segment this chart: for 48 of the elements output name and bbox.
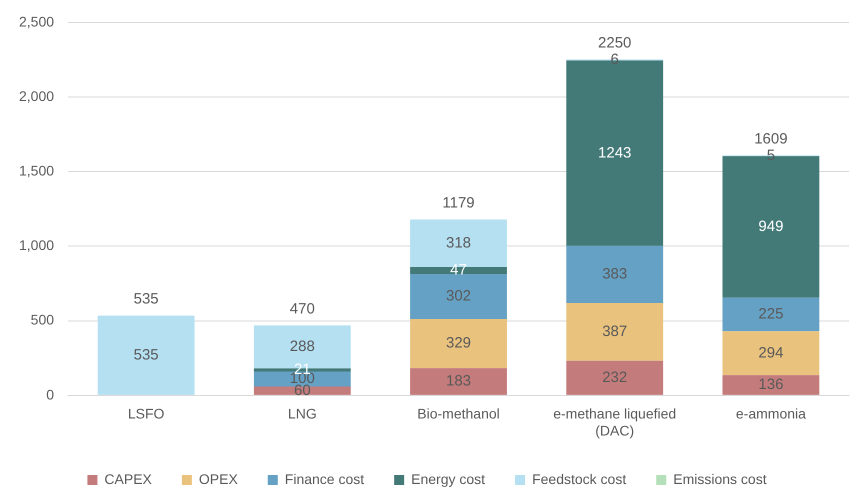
data-label: 183 xyxy=(446,372,472,390)
data-label: 294 xyxy=(758,344,784,362)
data-label: 535 xyxy=(134,346,159,364)
bar xyxy=(566,246,664,304)
legend-label: Emissions cost xyxy=(673,470,767,487)
data-label: 136 xyxy=(758,376,784,394)
x-tick-label: Bio-methanol xyxy=(417,406,500,422)
legend-label: CAPEX xyxy=(104,470,153,487)
bar xyxy=(410,274,507,320)
y-tick-label: 0 xyxy=(46,386,54,402)
bar xyxy=(722,298,820,332)
data-label: 225 xyxy=(758,306,784,323)
y-tick-label: 2,000 xyxy=(18,88,54,104)
data-label: 949 xyxy=(758,218,784,236)
total-label: 1179 xyxy=(442,194,475,212)
bar xyxy=(254,386,351,395)
bar xyxy=(410,368,507,395)
bar xyxy=(566,360,664,395)
x-tick-label: e-methane liquefied (DAC) xyxy=(553,406,676,438)
data-label: 329 xyxy=(446,334,472,352)
data-label: 47 xyxy=(450,262,467,279)
total-label: 2250 xyxy=(598,34,632,52)
data-label: 387 xyxy=(602,323,628,340)
y-tick-label: 500 xyxy=(30,312,54,328)
bar xyxy=(98,316,195,395)
bar xyxy=(566,303,664,361)
data-label: 232 xyxy=(602,368,628,386)
bar xyxy=(410,319,507,368)
total-label: 470 xyxy=(290,300,315,318)
data-label: 318 xyxy=(446,234,472,252)
data-label: 383 xyxy=(602,266,628,283)
y-tick-label: 2,500 xyxy=(18,13,54,30)
legend-label: Energy cost xyxy=(411,470,486,487)
data-label: 1243 xyxy=(598,144,632,162)
legend-label: Feedstock cost xyxy=(532,470,626,487)
data-label: 288 xyxy=(290,338,315,356)
bar xyxy=(722,375,820,395)
y-tick-label: 1,000 xyxy=(18,237,54,254)
legend-label: OPEX xyxy=(198,470,238,487)
data-label: 302 xyxy=(446,288,472,305)
total-label: 535 xyxy=(134,290,159,308)
total-label: 1609 xyxy=(754,130,788,148)
y-tick-label: 1,500 xyxy=(18,162,54,178)
bar xyxy=(722,331,820,376)
x-tick-label: LSFO xyxy=(128,406,165,422)
legend-label: Finance cost xyxy=(284,470,364,487)
x-tick-label: LNG xyxy=(288,406,317,422)
x-tick-label: e-ammonia xyxy=(736,406,806,422)
